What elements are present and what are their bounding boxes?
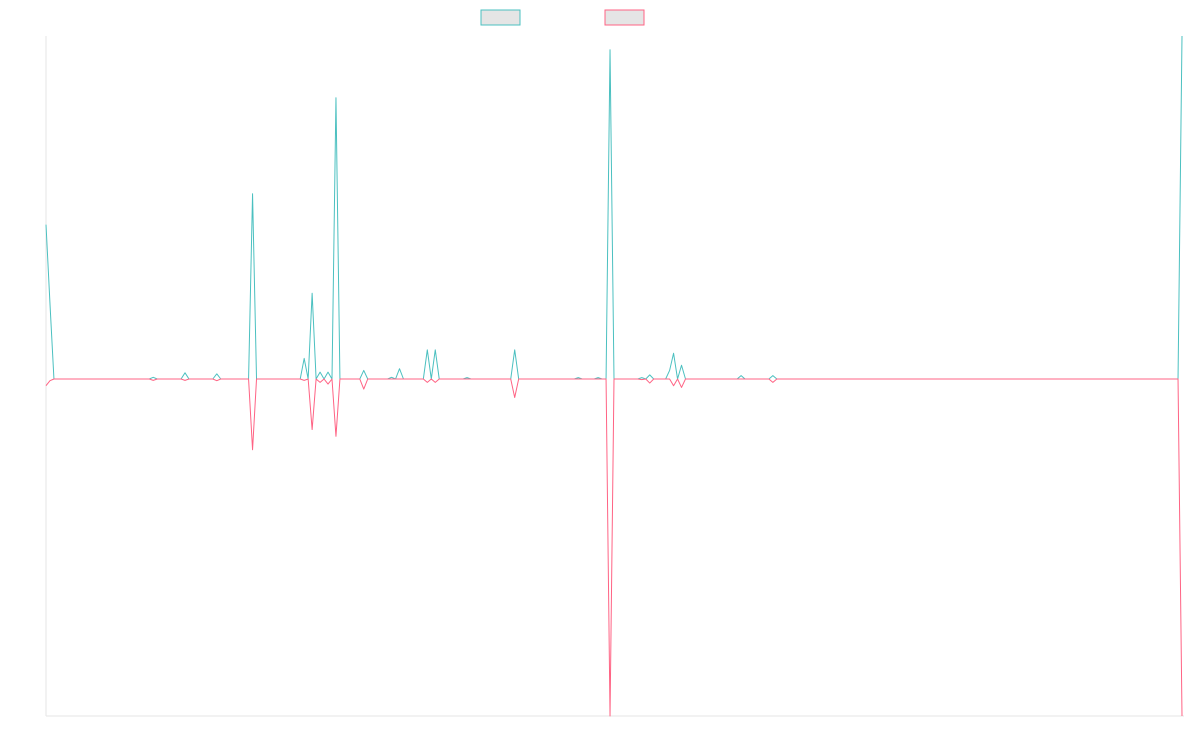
series-line-2 (45, 378, 1183, 717)
legend-swatch-2[interactable] (604, 9, 645, 26)
legend-item-1[interactable] (480, 9, 521, 26)
axes (45, 36, 1184, 717)
series-line-1 (45, 35, 1183, 380)
legend[interactable] (480, 9, 645, 26)
legend-item-2[interactable] (604, 9, 645, 26)
legend-swatch-1[interactable] (480, 9, 521, 26)
plot-area (45, 35, 1183, 717)
